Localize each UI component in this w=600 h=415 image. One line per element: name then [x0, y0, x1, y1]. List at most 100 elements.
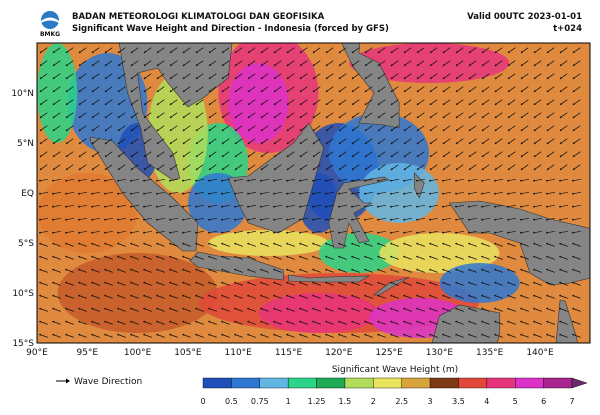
arrow-head [247, 192, 249, 195]
arrow-head [247, 205, 249, 208]
wave-arrow [351, 204, 361, 208]
arrow-head [234, 294, 237, 297]
arrow-head [78, 242, 81, 245]
arrow-head [416, 294, 419, 297]
wave-arrow [521, 112, 529, 118]
arrow-head [468, 255, 471, 258]
wave-arrow [235, 112, 243, 118]
arrow-head [546, 242, 549, 245]
arrow-head [351, 129, 354, 132]
arrow-head [65, 103, 68, 106]
wave-arrow [248, 256, 256, 260]
arrow-head [65, 116, 68, 119]
wave-arrow [521, 295, 529, 299]
arrow-head [455, 268, 458, 271]
wave-arrow [468, 191, 478, 195]
land [448, 200, 590, 286]
arrow-head [130, 242, 133, 245]
wave-arrow [508, 164, 516, 170]
wave-arrow [92, 308, 100, 312]
wave-arrow [390, 204, 400, 208]
wave-arrow [170, 73, 178, 79]
wave-arrow [456, 73, 464, 79]
wave-arrow [508, 334, 516, 338]
arrow-head [429, 103, 432, 106]
arrow-head [234, 242, 237, 245]
wave-arrow [248, 99, 256, 105]
arrow-head [312, 90, 315, 93]
arrow-head [364, 103, 367, 106]
arrow-head [39, 90, 42, 93]
arrow-head [78, 307, 81, 310]
arrow-head [182, 142, 185, 145]
wave-arrow [248, 47, 256, 53]
arrow-head [182, 231, 184, 234]
arrow-head [117, 320, 120, 323]
wave-arrow [131, 60, 139, 66]
arrow-head [286, 142, 289, 145]
arrow-head [390, 218, 392, 221]
arrow-head [39, 129, 42, 132]
arrow-head [39, 320, 42, 323]
wave-arrow [66, 99, 74, 105]
arrow-head [390, 64, 393, 67]
wave-arrow [482, 269, 490, 273]
arrow-head [78, 51, 81, 54]
arrow-head [572, 142, 575, 145]
wave-arrow [287, 112, 295, 118]
wave-arrow [482, 99, 490, 105]
arrow-head [507, 64, 510, 67]
wave-arrow [507, 230, 516, 234]
wave-arrow [53, 60, 61, 66]
arrow-head [65, 90, 68, 93]
wave-arrow [430, 308, 438, 312]
wave-arrow [430, 243, 438, 247]
wave-arrow [66, 243, 74, 247]
wave-arrow [261, 269, 269, 273]
arrow-head [533, 103, 536, 106]
arrow-head [429, 333, 432, 336]
arrow-head [52, 168, 55, 171]
wave-arrow [378, 164, 386, 170]
arrow-head [442, 142, 445, 145]
wave-arrow [560, 86, 568, 92]
wave-arrow [157, 256, 165, 260]
wave-zone [228, 63, 289, 143]
arrow-head [247, 155, 250, 158]
arrow-head [156, 103, 159, 106]
arrow-head [273, 103, 276, 106]
wave-arrow [417, 164, 425, 170]
wave-arrow [287, 138, 295, 144]
wave-arrow [573, 321, 581, 325]
arrow-head [559, 333, 562, 336]
wave-arrow [105, 295, 113, 299]
wave-arrow [429, 230, 439, 234]
arrow-head [325, 64, 328, 67]
wave-arrow [339, 47, 347, 53]
arrow-head [533, 179, 535, 182]
colorbar-segment [231, 377, 260, 389]
wave-arrow [507, 217, 516, 221]
arrow-head [377, 255, 380, 258]
arrow-head [507, 333, 510, 336]
wave-arrow [221, 204, 231, 208]
arrow-head [572, 64, 575, 67]
arrow-head [156, 168, 159, 171]
wave-arrow [417, 86, 425, 92]
wave-arrow [495, 60, 503, 66]
wave-arrow [183, 151, 191, 157]
wave-arrow [131, 138, 139, 144]
wave-arrow [170, 99, 178, 105]
arrow-head [390, 129, 393, 132]
wave-arrow [313, 321, 321, 325]
arrow-head [520, 51, 523, 54]
arrow-head [507, 242, 510, 245]
arrow-head [507, 90, 510, 93]
arrow-head [546, 333, 549, 336]
wave-arrow [573, 47, 581, 53]
arrow-head [273, 218, 275, 221]
arrow-head [208, 155, 211, 158]
arrow-head [390, 268, 393, 271]
lat-label: 10°N [11, 89, 34, 99]
wave-arrow [495, 47, 503, 53]
